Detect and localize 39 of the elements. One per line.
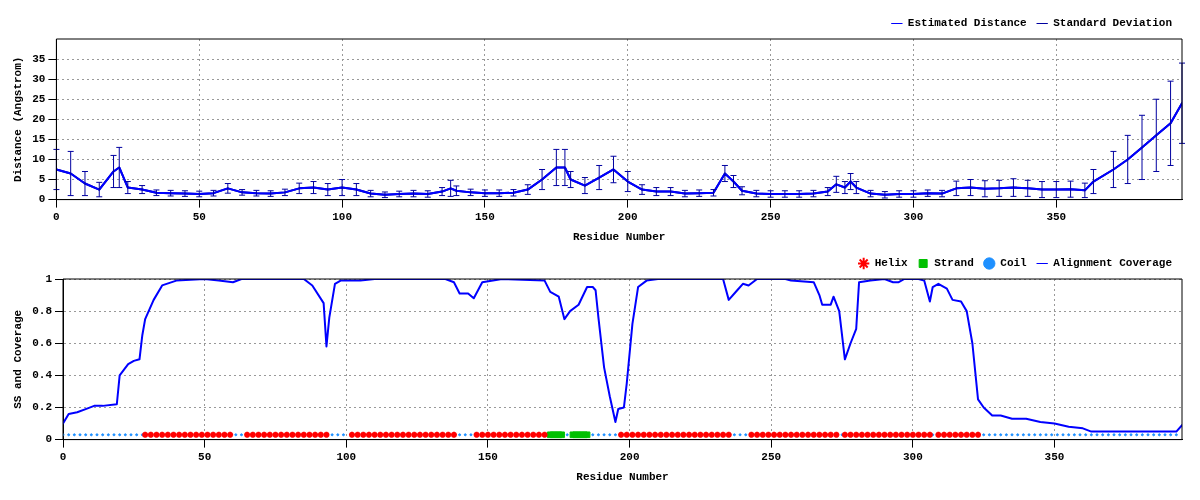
y-tick-label: 0.2 bbox=[32, 401, 52, 414]
legend-label: Standard Deviation bbox=[1053, 17, 1173, 30]
y-tick-label: 0.8 bbox=[32, 304, 53, 317]
x-tick-label: 150 bbox=[475, 210, 495, 223]
x-tick-label: 350 bbox=[1046, 210, 1067, 223]
y-tick-label: 15 bbox=[32, 133, 46, 146]
x-tick-label: 200 bbox=[617, 210, 638, 223]
x-axis-title: Residue Number bbox=[576, 471, 669, 484]
y-tick-label: 35 bbox=[32, 52, 46, 65]
x-tick-label: 350 bbox=[1044, 450, 1065, 463]
x-tick-label: 300 bbox=[903, 210, 924, 223]
y-tick-label: 0 bbox=[38, 193, 46, 206]
y-tick-label: 0.6 bbox=[32, 337, 52, 350]
legend-label: Strand bbox=[934, 257, 974, 270]
x-tick-label: 100 bbox=[336, 450, 357, 463]
y-tick-label: 0 bbox=[45, 433, 52, 446]
x-tick-label: 100 bbox=[332, 210, 352, 223]
y-tick-label: 30 bbox=[32, 72, 46, 85]
y-tick-label: 10 bbox=[32, 153, 46, 166]
legend-label: Estimated Distance bbox=[907, 17, 1028, 30]
legend-label: Coil bbox=[1000, 257, 1028, 270]
y-tick-label: 0.4 bbox=[32, 369, 53, 382]
x-tick-label: 50 bbox=[198, 450, 212, 463]
y-axis-title: SS and Coverage bbox=[12, 309, 25, 409]
x-tick-label: 150 bbox=[478, 450, 498, 463]
y-axis-title: Distance (Angstrom) bbox=[12, 56, 25, 183]
y-tick-label: 5 bbox=[38, 173, 46, 186]
legend-label: Helix bbox=[874, 257, 909, 270]
x-axis-title: Residue Number bbox=[572, 231, 666, 244]
x-tick-label: 300 bbox=[902, 450, 923, 463]
legend-label: Alignment Coverage bbox=[1053, 257, 1173, 270]
x-tick-label: 200 bbox=[619, 450, 640, 463]
x-tick-label: 250 bbox=[761, 450, 782, 463]
x-tick-label: 250 bbox=[760, 210, 781, 223]
x-tick-label: 50 bbox=[192, 210, 206, 223]
y-tick-label: 20 bbox=[32, 113, 46, 126]
y-tick-label: 25 bbox=[32, 92, 46, 105]
y-tick-label: 1 bbox=[45, 272, 53, 285]
x-tick-label: 0 bbox=[59, 450, 67, 463]
